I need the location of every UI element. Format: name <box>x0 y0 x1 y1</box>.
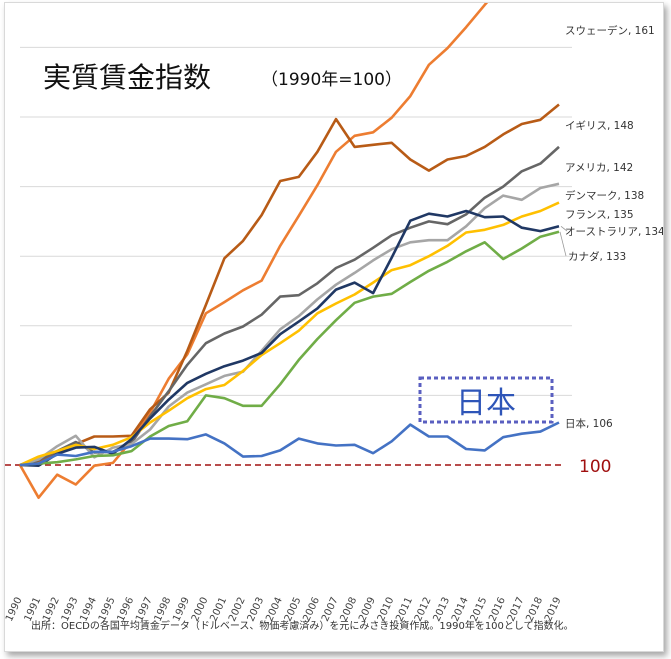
series-line-japan <box>19 421 560 467</box>
chart-frame: 100 スウェーデン, 161 イギリス, 148 アメリカ, 142 デンマーク, … <box>4 2 664 652</box>
x-tick-label: 2019 <box>543 596 564 624</box>
series-line-france <box>19 201 560 467</box>
series-line-canada <box>19 230 560 467</box>
japan-callout-box <box>418 376 554 424</box>
leader-line-australia <box>560 225 568 232</box>
leader-line-canada <box>559 231 567 257</box>
series-line-uk <box>19 103 560 467</box>
series-end-labels: スウェーデン, 161 イギリス, 148 アメリカ, 142 デンマーク, 138 フ… <box>559 24 663 430</box>
series-label-sweden: スウェーデン, 161 <box>565 24 655 37</box>
reference-line-label: 100 <box>579 457 611 477</box>
series-label-uk: イギリス, 148 <box>565 120 634 132</box>
series-label-denmark: デンマーク, 138 <box>565 189 644 202</box>
source-note: 出所：OECDの各国平均賃金データ（ドルベース、物価考慮済み）を元にみさき投資作… <box>31 619 574 632</box>
series-label-usa: アメリカ, 142 <box>565 162 633 174</box>
series-label-canada: カナダ, 133 <box>568 250 626 263</box>
x-tick-labels: 1990199119921993199419951996199719981999… <box>5 596 564 624</box>
series-line-sweden <box>18 3 489 500</box>
series-line-denmark <box>19 182 560 467</box>
series-label-france: フランス, 135 <box>565 209 634 221</box>
series-label-australia: オーストラリア, 134 <box>565 226 663 238</box>
japan-callout-text: 日本 <box>456 386 516 421</box>
series-label-japan: 日本, 106 <box>565 417 613 430</box>
chart-title: 実質賃金指数 <box>43 61 211 94</box>
chart-subtitle: （1990年=100） <box>261 70 402 90</box>
series-lines <box>18 3 560 500</box>
line-chart: 100 スウェーデン, 161 イギリス, 148 アメリカ, 142 デンマーク, … <box>5 3 663 632</box>
gridlines <box>20 46 572 396</box>
